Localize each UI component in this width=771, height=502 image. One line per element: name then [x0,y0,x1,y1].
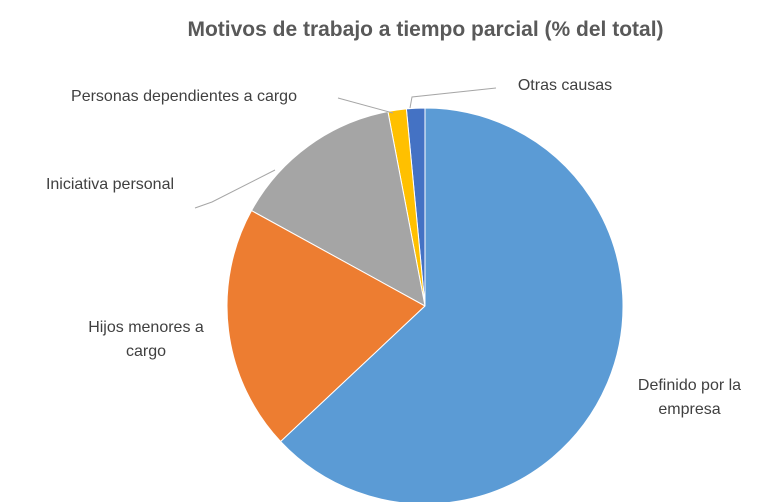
pie-slice [250,110,426,307]
leader-line [194,169,276,209]
slice-label: Hijos menores a cargo [88,319,204,360]
leader-line [409,87,497,109]
slice-label: Otras causas [517,77,613,94]
pie-slice [226,209,426,443]
chart-title: Motivos de trabajo a tiempo parcial (% d… [187,18,664,41]
pie-slice [279,107,624,502]
slice-label: Iniciativa personal [45,176,175,193]
leader-line [337,97,394,114]
slice-label: Personas dependientes a cargo [71,88,297,105]
slice-label: Definido por la empresa [637,377,742,418]
